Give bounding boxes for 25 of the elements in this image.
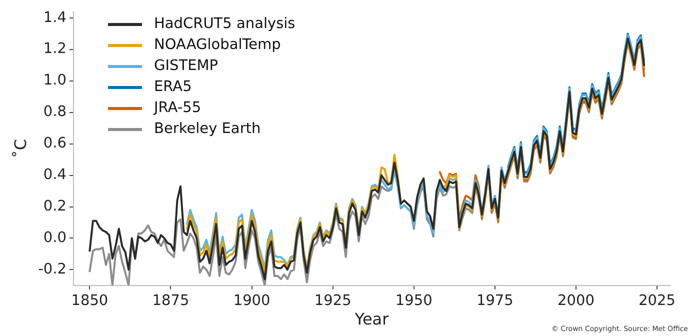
x-tick-label: 2000 (558, 292, 594, 309)
y-tick-label: 0.2 (43, 198, 66, 215)
x-tick-label: 1850 (71, 292, 108, 309)
y-tick-label: 0.0 (43, 230, 66, 246)
y-axis-title: ˚C (10, 138, 30, 158)
y-tick-label: 0.6 (43, 136, 66, 152)
x-tick-label: 1900 (233, 292, 270, 309)
y-tick-label: 1.4 (43, 10, 66, 26)
legend-label: GISTEMP (154, 58, 218, 74)
y-tick-label: 1.2 (43, 41, 66, 58)
x-tick-label: 1950 (395, 292, 432, 309)
legend-label: Berkeley Earth (154, 121, 261, 137)
y-tick-label: 0.4 (43, 167, 66, 184)
legend-label: NOAAGlobalTemp (154, 37, 281, 53)
x-tick-label: 1925 (314, 292, 352, 309)
y-tick-label: 1.0 (43, 72, 66, 89)
legend-label: HadCRUT5 analysis (154, 16, 296, 32)
x-tick-label: 2025 (638, 292, 676, 309)
legend-label: ERA5 (154, 79, 192, 95)
y-tick-label: 0.8 (43, 104, 66, 120)
legend-label: JRA-55 (154, 100, 202, 116)
x-tick-label: 1875 (152, 292, 190, 309)
x-tick-label: 1975 (476, 292, 514, 309)
x-axis-title: Year (354, 310, 390, 329)
y-tick-label: -0.2 (38, 261, 66, 278)
